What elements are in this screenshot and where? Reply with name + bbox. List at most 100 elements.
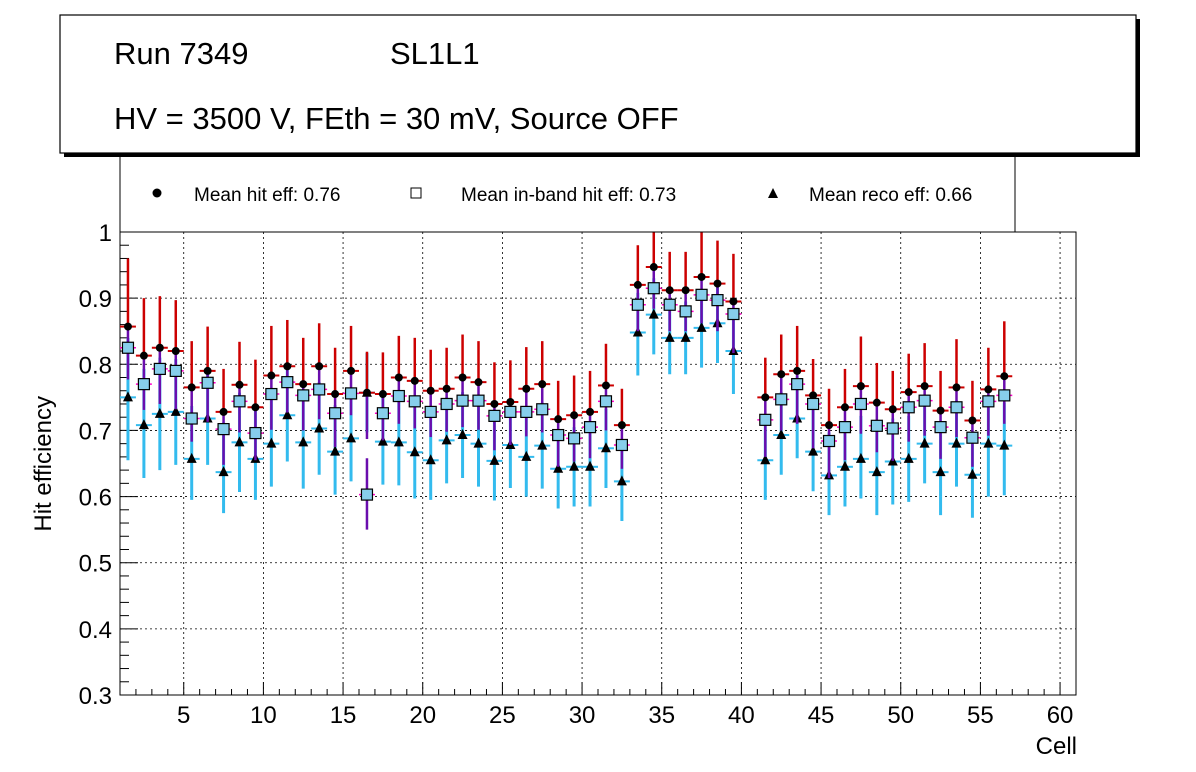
reco-point xyxy=(346,432,357,443)
inband-point xyxy=(536,403,549,416)
run-conditions: HV = 3500 V, FEth = 30 mV, Source OFF xyxy=(114,101,679,136)
reco-point xyxy=(871,466,882,477)
hit-point xyxy=(426,386,435,395)
x-tick-label: 35 xyxy=(648,702,675,729)
inband-point xyxy=(408,395,421,408)
hit-point xyxy=(888,405,897,414)
inband-point xyxy=(249,426,262,440)
inband-point xyxy=(854,397,868,411)
inband-point xyxy=(504,405,517,419)
hit-point xyxy=(155,343,164,352)
inband-point xyxy=(982,395,995,408)
hit-point xyxy=(570,411,579,420)
inband-point xyxy=(233,395,246,408)
inband-point xyxy=(376,407,389,420)
hit-point xyxy=(936,406,945,415)
reco-point xyxy=(919,437,930,448)
inband-point xyxy=(217,423,230,436)
legend-hit-marker xyxy=(152,188,162,198)
reco-point xyxy=(760,454,771,465)
hit-point xyxy=(331,390,340,399)
inband-point xyxy=(727,307,740,321)
reco-point xyxy=(696,321,707,332)
hit-point xyxy=(793,366,802,375)
hit-point xyxy=(761,393,770,402)
hit-point xyxy=(729,297,738,306)
hit-point xyxy=(458,373,467,382)
inband-point xyxy=(472,394,485,407)
inband-point xyxy=(392,389,405,403)
x-tick-label: 30 xyxy=(569,702,596,729)
hit-point xyxy=(617,421,626,430)
hit-point xyxy=(554,415,563,424)
reco-point xyxy=(377,435,388,446)
inband-point xyxy=(201,376,214,389)
hit-point xyxy=(187,383,196,392)
inband-point xyxy=(886,422,899,435)
inband-point xyxy=(663,298,676,311)
hit-point xyxy=(538,380,547,389)
hit-point xyxy=(809,391,818,400)
hit-point xyxy=(378,390,387,399)
hit-point xyxy=(920,382,929,391)
x-tick-label: 40 xyxy=(728,702,755,729)
legend-inband-label: Mean in-band hit eff: 0.73 xyxy=(461,185,676,206)
inband-point xyxy=(791,378,804,391)
x-tick-label: 15 xyxy=(330,702,357,729)
reco-point xyxy=(234,436,245,447)
inband-point xyxy=(424,405,437,419)
inband-point xyxy=(870,419,883,432)
reco-point xyxy=(680,331,691,342)
hit-point xyxy=(410,376,419,385)
reco-point xyxy=(425,454,436,465)
inband-point xyxy=(599,395,613,408)
inband-point xyxy=(137,378,150,391)
reco-point xyxy=(776,429,787,440)
hit-point xyxy=(522,384,531,393)
inband-point xyxy=(440,397,453,411)
reco-point xyxy=(122,391,133,402)
hit-point xyxy=(840,403,849,412)
reco-point xyxy=(648,308,659,319)
inband-point xyxy=(950,401,963,414)
run-number: Run 7349 xyxy=(114,36,248,71)
inband-point xyxy=(297,389,310,402)
inband-point xyxy=(679,305,692,318)
hit-point xyxy=(952,383,961,392)
hit-point xyxy=(123,322,132,331)
hit-point xyxy=(139,351,148,360)
inband-point xyxy=(552,428,565,442)
reco-point xyxy=(855,452,866,463)
hit-point xyxy=(586,407,595,416)
x-tick-label: 50 xyxy=(887,702,914,729)
inband-point xyxy=(615,438,629,452)
reco-point xyxy=(664,331,675,342)
reco-point xyxy=(330,445,341,456)
y-tick-label: 0.6 xyxy=(79,485,112,512)
reco-point xyxy=(314,422,325,433)
hit-point xyxy=(506,397,515,406)
reco-point xyxy=(457,429,468,440)
x-tick-label: 25 xyxy=(489,702,516,729)
reco-point xyxy=(616,475,627,486)
inband-point xyxy=(329,407,342,420)
reco-point xyxy=(983,437,994,448)
hit-point xyxy=(984,385,993,394)
hit-point xyxy=(856,382,865,391)
y-tick-label: 0.4 xyxy=(79,617,112,644)
legend-reco-label: Mean reco eff: 0.66 xyxy=(809,185,972,206)
hit-point xyxy=(490,399,499,408)
reco-point xyxy=(935,466,946,477)
reco-point xyxy=(266,437,277,448)
x-tick-label: 55 xyxy=(967,702,994,729)
hit-point xyxy=(713,279,722,288)
inband-point xyxy=(806,397,820,411)
inband-point xyxy=(169,364,182,377)
hit-point xyxy=(362,388,371,397)
hit-point xyxy=(665,286,674,295)
inband-point xyxy=(153,362,166,376)
reco-point xyxy=(967,468,978,479)
inband-point xyxy=(822,434,836,448)
hit-point xyxy=(968,416,977,425)
